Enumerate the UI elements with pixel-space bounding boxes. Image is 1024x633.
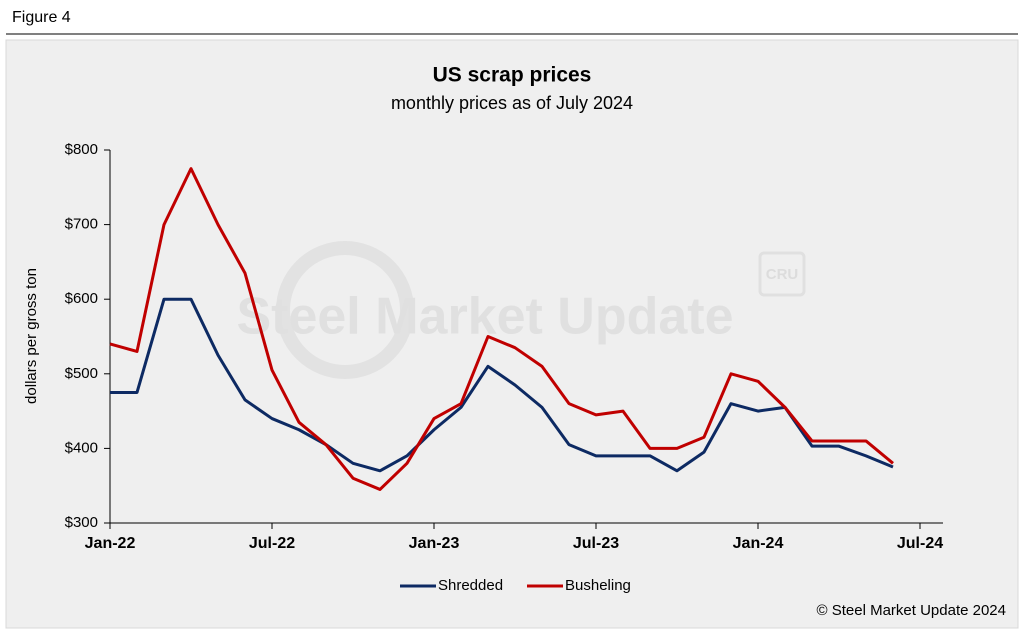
source-note: © Steel Market Update 2024 [817, 602, 1007, 619]
y-axis-label: dollars per gross ton [23, 268, 40, 404]
y-tick-label: $300 [65, 514, 98, 531]
watermark-ring [276, 241, 414, 379]
y-tick-label: $400 [65, 439, 98, 456]
figure-label: Figure 4 [12, 9, 71, 26]
panel [5, 39, 1019, 629]
series-line [109, 167, 894, 491]
legend-label: Shredded [438, 577, 503, 594]
watermark-logo-box [758, 251, 806, 297]
x-tick-label: Jan-24 [733, 535, 784, 552]
series-line [110, 297, 894, 473]
chart-title: US scrap prices [433, 64, 592, 87]
legend-label: Busheling [565, 577, 631, 594]
y-tick-label: $700 [65, 216, 98, 233]
x-tick-label: Jul-22 [249, 535, 295, 552]
x-tick-label: Jan-22 [85, 535, 136, 552]
y-tick-label: $600 [65, 290, 98, 307]
watermark: Steel Market Update [236, 288, 733, 346]
x-tick-label: Jul-24 [897, 535, 943, 552]
x-tick-label: Jul-23 [573, 535, 619, 552]
watermark-logo: CRU [766, 266, 799, 283]
y-tick-label: $800 [65, 141, 98, 158]
y-tick-label: $500 [65, 365, 98, 382]
x-tick-label: Jan-23 [409, 535, 460, 552]
chart-subtitle: monthly prices as of July 2024 [391, 93, 633, 113]
